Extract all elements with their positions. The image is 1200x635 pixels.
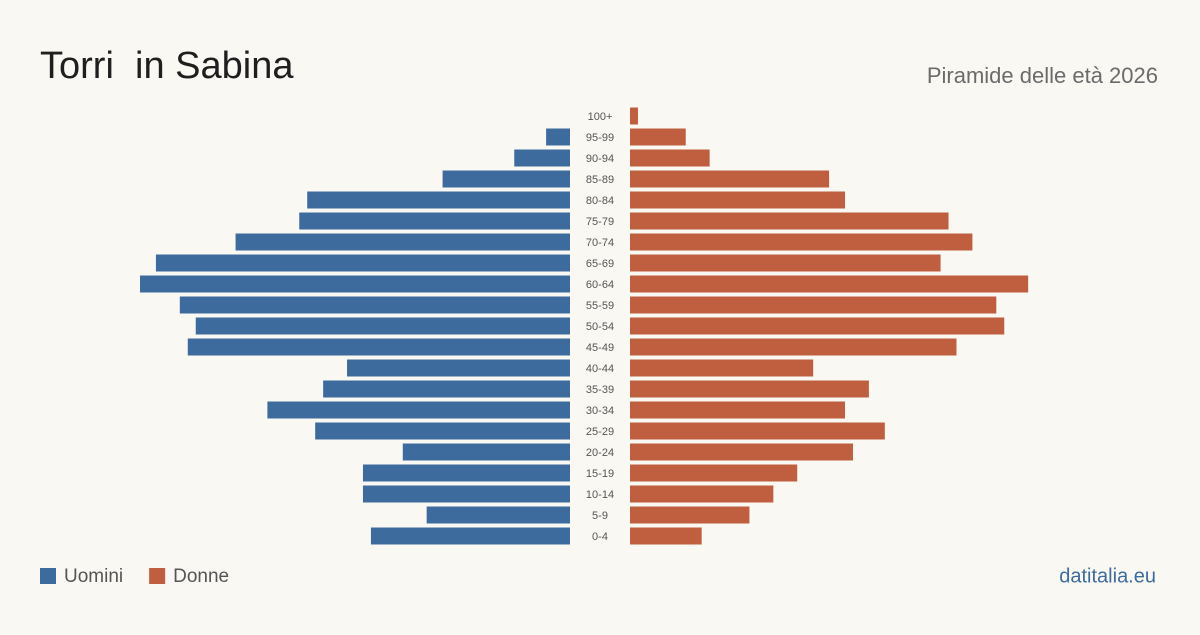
legend-swatch [40, 568, 56, 584]
bar [630, 527, 702, 545]
bar [179, 296, 570, 314]
age-label: 40-44 [586, 363, 614, 375]
bar [315, 422, 570, 440]
bar [630, 254, 941, 272]
bar [630, 170, 830, 188]
bar [442, 170, 570, 188]
bar [323, 380, 570, 398]
bar [630, 464, 798, 482]
bar [630, 401, 845, 419]
bar [630, 422, 885, 440]
bar [362, 464, 570, 482]
bar [630, 443, 853, 461]
age-label: 55-59 [586, 300, 614, 312]
age-label: 50-54 [586, 321, 614, 333]
bar [235, 233, 571, 251]
bar [630, 275, 1029, 293]
bar [630, 212, 949, 230]
bar [195, 317, 571, 335]
bar [347, 359, 570, 377]
bar [546, 128, 570, 146]
age-label: 5-9 [592, 510, 608, 522]
age-label: 80-84 [586, 195, 614, 207]
chart-subtitle: Piramide delle età 2026 [927, 63, 1158, 88]
age-label: 30-34 [586, 405, 614, 417]
bar [370, 527, 570, 545]
bar [514, 149, 570, 167]
bar [630, 317, 1005, 335]
age-label: 75-79 [586, 216, 614, 228]
age-label: 35-39 [586, 384, 614, 396]
legend-label: Uomini [64, 566, 123, 587]
age-label: 85-89 [586, 174, 614, 186]
age-label: 20-24 [586, 447, 614, 459]
age-label: 45-49 [586, 342, 614, 354]
bar [140, 275, 570, 293]
bar [630, 149, 710, 167]
legend-label: Donne [173, 566, 229, 587]
bar [402, 443, 570, 461]
legend-swatch [149, 568, 166, 584]
bar [630, 506, 750, 524]
age-label: 95-99 [586, 132, 614, 144]
age-label: 10-14 [586, 489, 614, 501]
age-label: 15-19 [586, 468, 614, 480]
chart-title: Torri in Sabina [40, 45, 294, 87]
source: datitalia.eu [1059, 565, 1156, 587]
bar [267, 401, 570, 419]
bar [630, 107, 638, 125]
bar [630, 128, 686, 146]
bar [630, 191, 845, 209]
bar [630, 485, 774, 503]
bar [630, 233, 973, 251]
bar [630, 338, 957, 356]
age-label: 70-74 [586, 237, 614, 249]
bar [299, 212, 570, 230]
bar [630, 380, 869, 398]
age-label: 65-69 [586, 258, 614, 270]
bar [307, 191, 570, 209]
age-label: 90-94 [586, 153, 614, 165]
bar [426, 506, 570, 524]
bar [630, 296, 997, 314]
bar [155, 254, 571, 272]
age-label: 0-4 [592, 531, 608, 543]
age-label: 100+ [588, 111, 613, 123]
bar [630, 359, 814, 377]
age-label: 25-29 [586, 426, 614, 438]
bar [187, 338, 570, 356]
age-label: 60-64 [586, 279, 614, 291]
bar [362, 485, 570, 503]
